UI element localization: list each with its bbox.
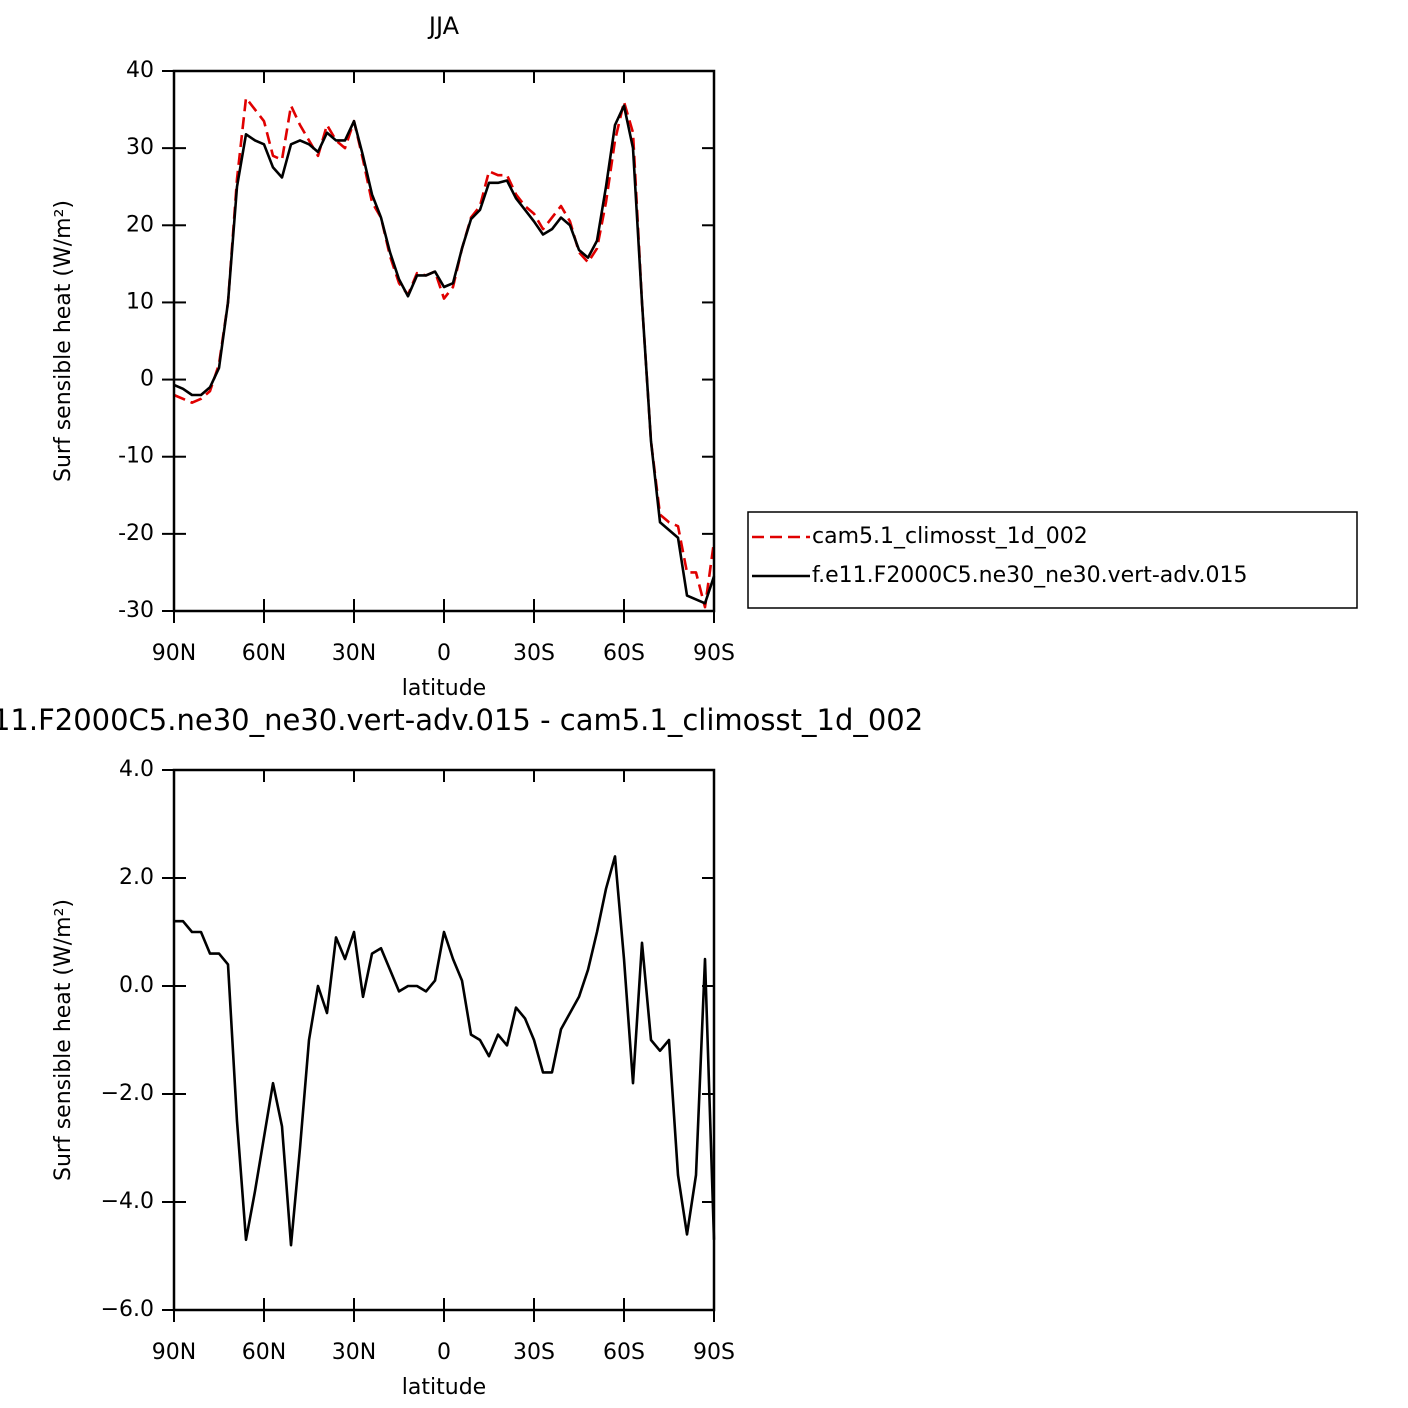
x-tick-label: 60N: [242, 1340, 286, 1365]
x-tick-label: 90S: [693, 641, 735, 666]
x-axis-label: latitude: [402, 676, 486, 701]
y-tick-label: -20: [118, 521, 154, 546]
y-tick-label: 0.0: [119, 973, 154, 998]
x-tick-label: 60N: [242, 641, 286, 666]
plot-frame: [172, 69, 716, 613]
y-tick-label: −4.0: [101, 1189, 154, 1214]
x-tick-label: 90N: [152, 1340, 196, 1365]
y-tick-label: 30: [126, 135, 154, 160]
x-tick-label: 30S: [513, 641, 555, 666]
x-tick-label: 30N: [332, 1340, 376, 1365]
x-tick-label: 30S: [513, 1340, 555, 1365]
data-line: [173, 96, 716, 609]
x-tick-label: 30N: [332, 641, 376, 666]
y-axis-label: Surf sensible heat (W/m²): [51, 899, 76, 1181]
chart-title: JJA: [427, 12, 460, 40]
x-tick-label: 90S: [693, 1340, 735, 1365]
plot-frame: [172, 768, 716, 1312]
x-tick-label: 90N: [152, 641, 196, 666]
y-tick-label: -30: [118, 598, 154, 623]
x-tick-label: 0: [437, 641, 451, 666]
x-axis-label: latitude: [402, 1375, 486, 1400]
y-tick-label: 4.0: [119, 757, 154, 782]
y-tick-label: −6.0: [101, 1297, 154, 1322]
y-tick-label: 0: [140, 367, 154, 392]
data-line: [174, 855, 716, 1247]
legend-box: [747, 511, 1358, 609]
x-tick-label: 60S: [603, 641, 645, 666]
x-tick-label: 60S: [603, 1340, 645, 1365]
y-tick-label: 20: [126, 212, 154, 237]
y-tick-label: −2.0: [101, 1081, 154, 1106]
y-axis-label: Surf sensible heat (W/m²): [51, 200, 76, 482]
chart-title: f.e11.F2000C5.ne30_ne30.vert-adv.015 - c…: [0, 703, 923, 737]
y-tick-label: -10: [118, 444, 154, 469]
legend-label: f.e11.F2000C5.ne30_ne30.vert-adv.015: [812, 563, 1248, 588]
y-tick-label: 40: [126, 58, 154, 83]
x-tick-label: 0: [437, 1340, 451, 1365]
y-tick-label: 2.0: [119, 865, 154, 890]
data-line: [173, 104, 716, 605]
y-tick-label: 10: [126, 289, 154, 314]
legend-label: cam5.1_climosst_1d_002: [812, 524, 1088, 549]
